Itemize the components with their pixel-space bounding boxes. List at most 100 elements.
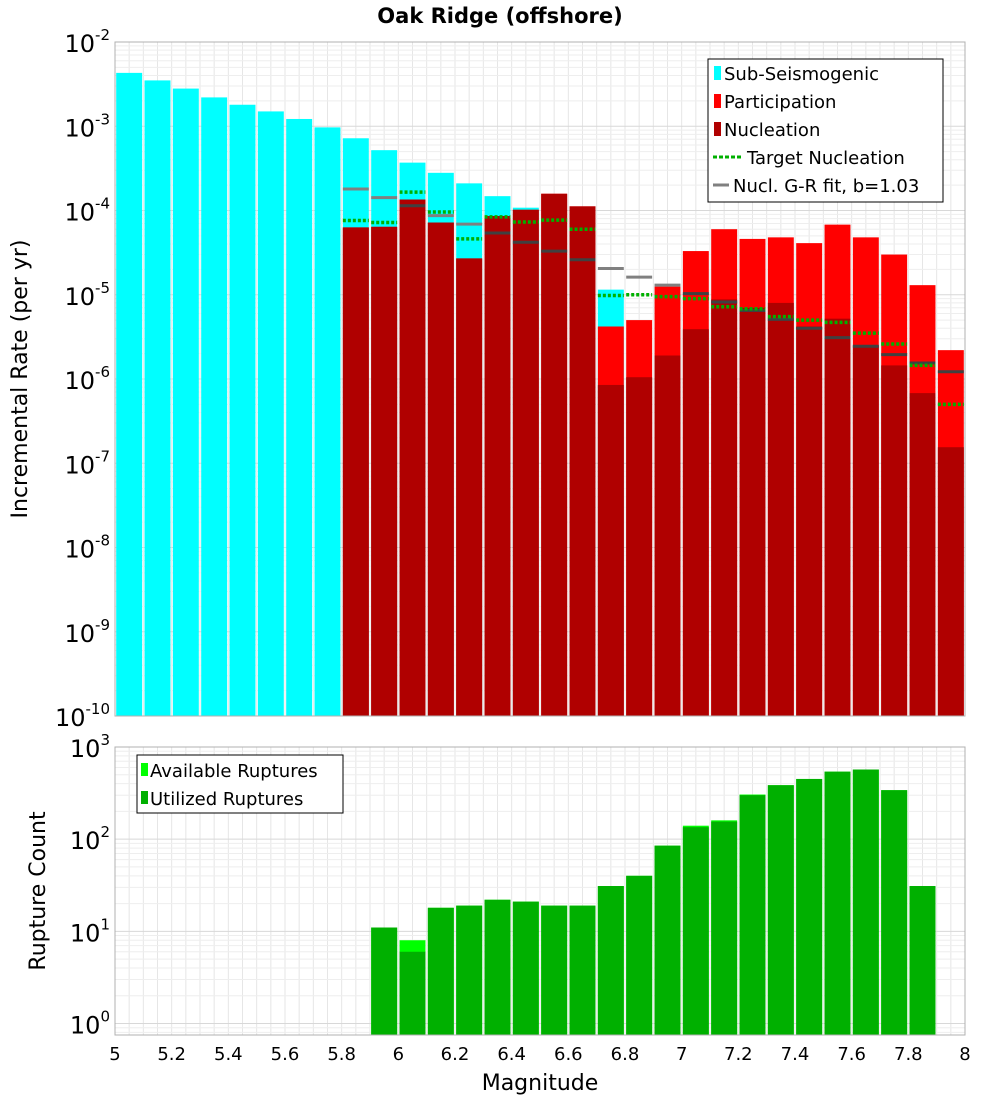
tick-base: 10 xyxy=(64,620,95,648)
tick-base: 10 xyxy=(70,919,101,947)
nucleation-bar xyxy=(597,384,624,716)
legend-item-gr-fit: Nucl. G-R fit, b=1.03 xyxy=(713,176,919,197)
rate-legend: Sub-Seismogenic Participation Nucleation… xyxy=(707,58,944,203)
tick-base: 10 xyxy=(70,735,101,763)
utilized-ruptures-bar xyxy=(796,778,823,1035)
tick-exponent: -5 xyxy=(95,279,110,297)
chart-title: Oak Ridge (offshore) xyxy=(377,4,622,28)
legend-label-participation: Participation xyxy=(724,92,836,113)
y-tick-label: 103 xyxy=(70,731,110,763)
utilized-ruptures-bar xyxy=(597,886,624,1035)
tick-base: 10 xyxy=(64,199,95,227)
tick-exponent: -4 xyxy=(95,195,110,213)
utilized-ruptures-bar xyxy=(682,827,709,1035)
x-tick-label: 5.6 xyxy=(271,1044,300,1065)
nucleation-bar xyxy=(399,199,426,716)
legend-label-sub-seismogenic: Sub-Seismogenic xyxy=(724,64,879,85)
legend-item-participation: Participation xyxy=(714,92,836,113)
legend-label-target-nucleation: Target Nucleation xyxy=(746,148,905,169)
legend-swatch-sub-seismogenic xyxy=(714,66,721,80)
y-tick-label: 102 xyxy=(70,823,110,855)
sub-seismogenic-bar xyxy=(286,118,313,716)
count-y-axis-label: Rupture Count xyxy=(26,811,51,971)
nucleation-bar xyxy=(909,393,936,716)
utilized-ruptures-bar xyxy=(711,821,738,1035)
nucleation-bar xyxy=(626,377,653,716)
count-bars xyxy=(371,769,936,1035)
tick-exponent: 1 xyxy=(100,915,110,933)
nucleation-bar xyxy=(682,329,709,716)
nucleation-bar xyxy=(371,226,398,716)
tick-base: 10 xyxy=(64,114,95,142)
utilized-ruptures-bar xyxy=(512,901,539,1035)
y-tick-label: 10-6 xyxy=(64,363,110,395)
rate-y-ticks: 10-210-310-410-510-610-710-810-910-10 xyxy=(55,26,110,732)
y-tick-label: 100 xyxy=(70,1007,110,1039)
nucleation-bar xyxy=(569,206,596,716)
count-legend-box xyxy=(136,754,344,814)
x-tick-label: 7.6 xyxy=(837,1044,866,1065)
nucleation-bar xyxy=(427,222,454,717)
x-tick-label: 7.2 xyxy=(724,1044,753,1065)
x-tick-label: 5.4 xyxy=(214,1044,243,1065)
utilized-ruptures-bar xyxy=(824,771,851,1035)
utilized-ruptures-bar xyxy=(881,790,908,1035)
sub-seismogenic-bar xyxy=(201,97,228,717)
utilized-ruptures-bar xyxy=(427,907,454,1035)
nucleation-bar xyxy=(767,302,794,716)
tick-exponent: -10 xyxy=(86,700,111,718)
tick-base: 10 xyxy=(64,451,95,479)
tick-exponent: -7 xyxy=(95,447,110,465)
legend-item-utilized-ruptures: Utilized Ruptures xyxy=(141,789,303,810)
legend-swatch-participation xyxy=(714,94,721,108)
utilized-ruptures-bar xyxy=(909,886,936,1035)
legend-swatch-available-ruptures xyxy=(141,763,148,776)
utilized-ruptures-bar xyxy=(456,905,483,1035)
utilized-ruptures-bar xyxy=(541,905,568,1035)
tick-base: 10 xyxy=(55,704,86,732)
tick-exponent: 3 xyxy=(100,731,110,749)
rate-legend-box xyxy=(707,58,944,203)
y-tick-label: 10-2 xyxy=(64,26,110,58)
legend-label-available-ruptures: Available Ruptures xyxy=(150,761,318,782)
nucleation-bar xyxy=(796,326,823,716)
x-tick-label: 6.8 xyxy=(611,1044,640,1065)
x-tick-label: 6.2 xyxy=(441,1044,470,1065)
y-tick-label: 10-10 xyxy=(55,700,110,732)
tick-exponent: -3 xyxy=(95,110,110,128)
sub-seismogenic-bar xyxy=(229,104,256,717)
legend-item-available-ruptures: Available Ruptures xyxy=(141,761,318,782)
tick-base: 10 xyxy=(70,1011,101,1039)
count-plot-frame xyxy=(114,746,966,1036)
utilized-ruptures-bar xyxy=(484,899,511,1035)
x-tick-label: 5.8 xyxy=(327,1044,356,1065)
x-tick-label: 7 xyxy=(676,1044,687,1065)
tick-exponent: 0 xyxy=(100,1007,110,1025)
rate-panel: 10-210-310-410-510-610-710-810-910-10 In… xyxy=(8,26,966,732)
y-tick-label: 10-7 xyxy=(64,447,110,479)
nucleation-bar xyxy=(654,355,681,716)
nucleation-bar xyxy=(512,209,539,716)
utilized-ruptures-bar xyxy=(767,785,794,1035)
rate-plot-frame xyxy=(114,41,966,717)
tick-exponent: -9 xyxy=(95,616,110,634)
legend-label-utilized-ruptures: Utilized Ruptures xyxy=(150,789,303,810)
x-tick-label: 7.4 xyxy=(781,1044,810,1065)
y-tick-label: 10-8 xyxy=(64,532,110,564)
x-tick-label: 5.2 xyxy=(157,1044,186,1065)
utilized-ruptures-bar xyxy=(852,769,879,1035)
rate-bars xyxy=(116,72,964,717)
rate-line-marks xyxy=(342,187,964,407)
x-tick-label: 6.4 xyxy=(497,1044,526,1065)
y-tick-label: 10-5 xyxy=(64,279,110,311)
x-tick-label: 7.8 xyxy=(894,1044,923,1065)
legend-item-nucleation: Nucleation xyxy=(714,120,820,141)
tick-exponent: 2 xyxy=(100,823,110,841)
sub-seismogenic-bar xyxy=(257,111,284,717)
sub-seismogenic-bar xyxy=(116,72,143,717)
x-tick-label: 8 xyxy=(959,1044,970,1065)
nucleation-bar xyxy=(852,345,879,716)
tick-base: 10 xyxy=(64,30,95,58)
